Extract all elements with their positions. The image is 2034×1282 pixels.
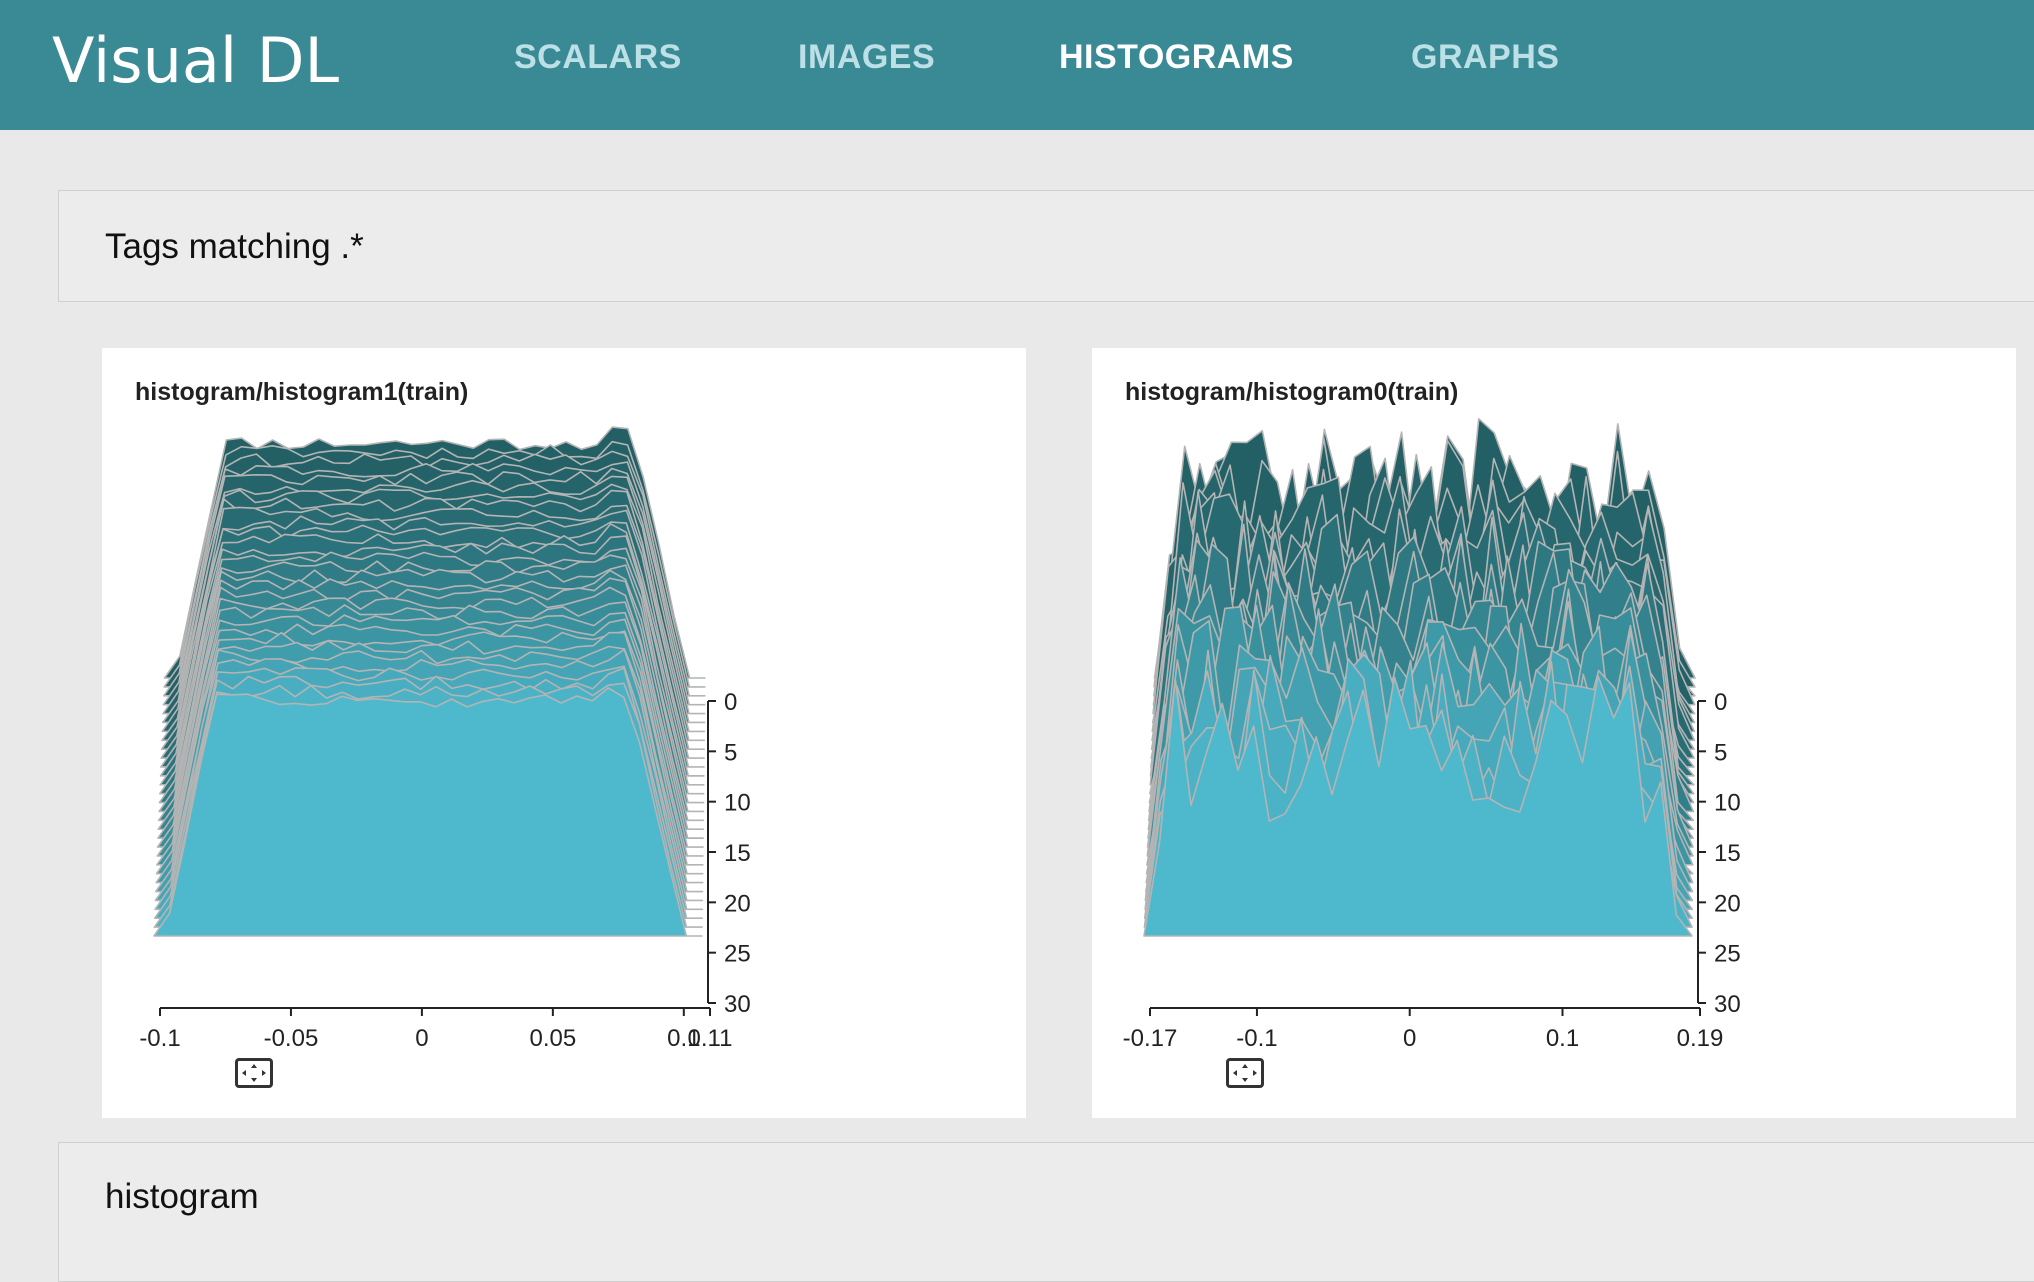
step-tick-label: 20 — [724, 890, 751, 917]
histogram-chart-0: -0.17 -0.1 0 0.1 0.19 0 5 10 15 20 25 30 — [1123, 418, 1741, 1052]
x-tick-label: -0.05 — [264, 1025, 319, 1052]
tab-images[interactable]: IMAGES — [798, 38, 936, 76]
group-title: histogram — [105, 1177, 259, 1216]
tags-matching-label: Tags matching .* — [105, 227, 364, 266]
step-tick-label: 30 — [1714, 991, 1741, 1018]
histogram-ridges — [153, 426, 706, 937]
step-tick-label: 15 — [724, 840, 751, 867]
x-tick-label: 0.1 — [667, 1025, 700, 1052]
histogram-card-0: histogram/histogram0(train) -0.17 -0.1 0 0.… — [1092, 348, 2016, 1118]
x-tick-label: 0 — [415, 1025, 428, 1052]
histogram-chart-1: -0.1 -0.05 0 0.05 0.10.11 0 5 10 15 20 25 30 — [139, 426, 751, 1052]
tab-histograms[interactable]: HISTOGRAMS — [1059, 38, 1294, 76]
app-logo: Visual DL — [52, 24, 340, 97]
histogram-ridge — [153, 687, 703, 937]
histogram-group-panel: histogram — [58, 1142, 2034, 1282]
expand-icon — [1233, 1064, 1257, 1082]
step-tick-label: 20 — [1714, 890, 1741, 917]
tags-filter-panel: Tags matching .* — [58, 190, 2034, 302]
step-tick-label: 25 — [724, 941, 751, 968]
step-tick-label: 5 — [1714, 739, 1727, 766]
step-tick-label: 15 — [1714, 840, 1741, 867]
x-tick-label: -0.1 — [139, 1025, 180, 1052]
histogram-ridges — [1143, 418, 1696, 937]
expand-button[interactable] — [1226, 1058, 1264, 1088]
x-tick-label: 0.1 — [1546, 1025, 1579, 1052]
step-tick-label: 25 — [1714, 941, 1741, 968]
x-tick-label: 0 — [1403, 1025, 1416, 1052]
step-tick-label: 10 — [724, 790, 751, 817]
step-tick-label: 5 — [724, 739, 737, 766]
chart-title: histogram/histogram0(train) — [1125, 378, 1459, 406]
chart-title: histogram/histogram1(train) — [135, 378, 469, 406]
x-tick-label: -0.1 — [1236, 1025, 1277, 1052]
step-tick-label: 0 — [1714, 689, 1727, 716]
step-tick-label: 30 — [724, 991, 751, 1018]
x-tick-label: 0.05 — [529, 1025, 576, 1052]
tab-graphs[interactable]: GRAPHS — [1411, 38, 1560, 76]
step-tick-label: 0 — [724, 689, 737, 716]
step-tick-label: 10 — [1714, 790, 1741, 817]
expand-button[interactable] — [235, 1058, 273, 1088]
x-tick-label: -0.17 — [1123, 1025, 1178, 1052]
tab-scalars[interactable]: SCALARS — [514, 38, 682, 76]
expand-icon — [242, 1064, 266, 1082]
histogram-ridge — [1143, 675, 1693, 937]
x-tick-label: 0.19 — [1677, 1025, 1724, 1052]
x-tick-label: 0.11 — [688, 1025, 733, 1052]
histogram-card-1: histogram/histogram1(train) -0.1 -0.05 0 0.… — [102, 348, 1026, 1118]
top-nav-bar: Visual DL SCALARS IMAGES HISTOGRAMS GRAP… — [0, 0, 2034, 130]
